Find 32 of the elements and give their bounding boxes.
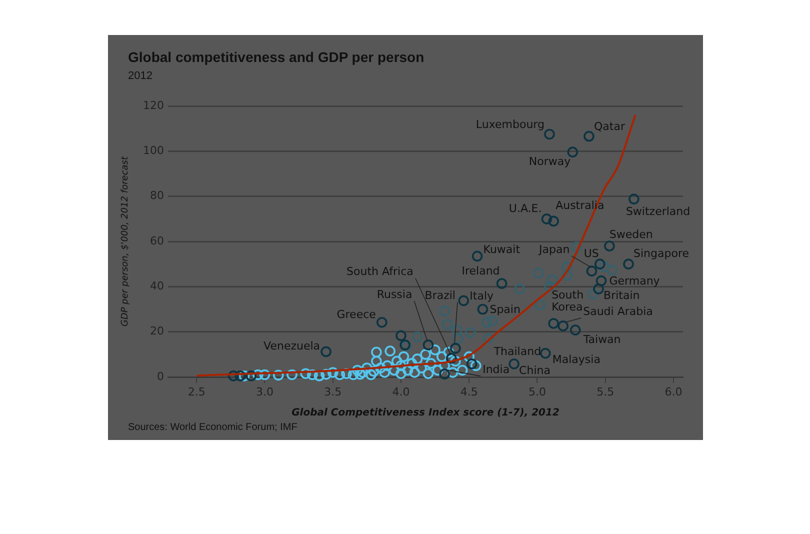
annotation: Britain — [604, 288, 640, 302]
annotation: Qatar — [594, 120, 626, 134]
annotation: Saudi Arabia — [583, 304, 653, 318]
annotation: Norway — [528, 154, 572, 168]
source-note: Sources: World Economic Forum; IMF — [128, 422, 298, 433]
annotation: Russia — [376, 288, 412, 301]
annotation: China — [519, 364, 550, 377]
annotation: Venezuela — [264, 340, 320, 353]
annotation: US — [584, 246, 599, 260]
annotation: Singapore — [634, 246, 690, 260]
annotation: Sweden — [609, 228, 653, 241]
annotation: Germany — [609, 274, 660, 288]
annotation: South Africa — [346, 265, 414, 278]
chart-subtitle: 2012 — [128, 70, 152, 82]
annotation: Kuwait — [483, 243, 521, 256]
annotation: Malaysia — [552, 353, 600, 366]
annotation: Switzerland — [626, 204, 690, 218]
chart-title: Global competitiveness and GDP per person — [128, 49, 424, 65]
annotation: Japan — [538, 242, 570, 256]
annotation: Greece — [336, 308, 376, 322]
annotation: Italy — [470, 290, 494, 303]
annotation: South Korea — [552, 288, 584, 314]
annotation: India — [482, 362, 510, 376]
x-axis-title: Global Competitiveness Index score (1-7), 2012 — [292, 408, 560, 419]
y-axis-title: GDP per person, $'000, 2012 forecast — [120, 156, 131, 327]
annotation: Brazil — [424, 289, 456, 302]
annotation: U.A.E. — [508, 202, 542, 215]
annotation: Taiwan — [582, 332, 621, 346]
annotation: Ireland — [462, 264, 500, 278]
annotation: Luxembourg — [476, 118, 544, 132]
annotation: Spain — [490, 303, 520, 316]
annotation: Thailand — [492, 344, 542, 358]
